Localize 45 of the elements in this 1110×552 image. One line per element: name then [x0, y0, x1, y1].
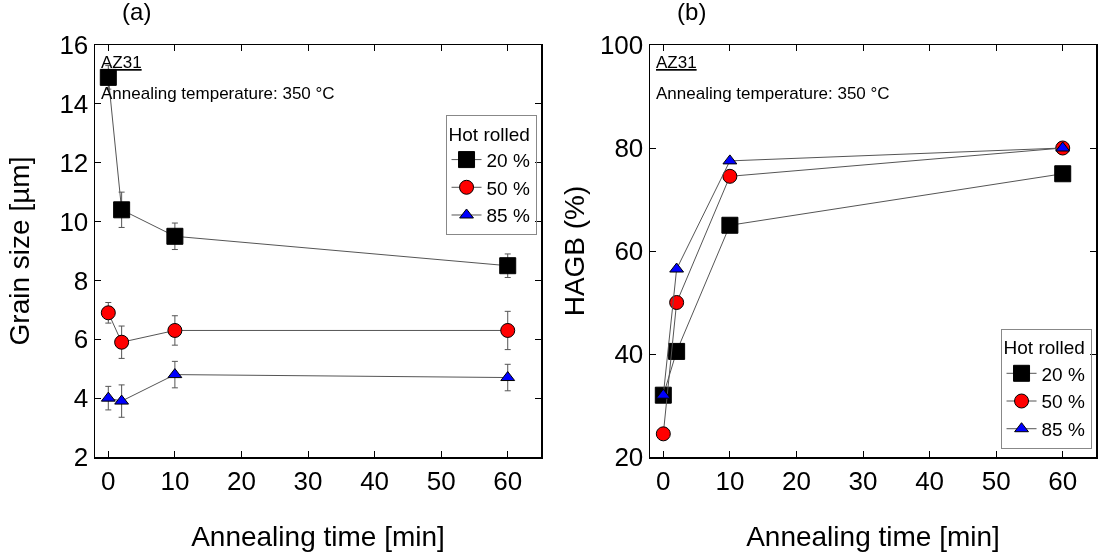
y-axis-title: Grain size [µm] [3, 156, 35, 346]
annotation: AZ31 [656, 53, 697, 72]
x-tick-label: 50 [981, 465, 1011, 496]
annotation: AZ31 [101, 53, 142, 72]
x-tick-label: 10 [160, 465, 190, 496]
annotation: Annealing temperature: 350 °C [101, 84, 335, 103]
y-tick-label: 2 [73, 442, 89, 473]
x-tick-label: 0 [656, 465, 671, 496]
legend-title: Hot rolled [448, 123, 530, 145]
chart-title: (b) [677, 0, 707, 25]
y-tick-label: 12 [59, 147, 89, 178]
y-tick-label: 100 [599, 30, 644, 61]
legend-label: 85 % [1041, 419, 1085, 441]
y-tick-label: 4 [73, 383, 89, 414]
y-axis-title: HAGB (%) [558, 185, 590, 317]
legend-label: 50 % [486, 177, 530, 199]
x-tick-label: 0 [101, 465, 116, 496]
x-tick-label: 20 [226, 465, 256, 496]
legend-label: 50 % [1041, 391, 1085, 413]
x-tick-label: 60 [1048, 465, 1078, 496]
y-tick-label: 60 [614, 236, 644, 267]
x-tick-label: 50 [426, 465, 456, 496]
y-tick-label: 40 [614, 339, 644, 370]
y-tick-label: 10 [59, 206, 89, 237]
y-tick-label: 80 [614, 133, 644, 164]
chart-title: (a) [122, 0, 152, 25]
y-tick-label: 20 [614, 442, 644, 473]
annotation: Annealing temperature: 350 °C [656, 84, 890, 103]
x-tick-label: 30 [293, 465, 323, 496]
x-axis-title: Annealing time [min] [746, 521, 1000, 552]
y-tick-label: 6 [73, 324, 89, 355]
x-tick-label: 10 [715, 465, 745, 496]
x-tick-label: 40 [360, 465, 390, 496]
y-tick-label: 16 [59, 30, 89, 61]
legend-label: 20 % [1041, 363, 1085, 385]
x-tick-label: 20 [781, 465, 811, 496]
x-tick-label: 40 [915, 465, 945, 496]
x-axis-title: Annealing time [min] [191, 521, 445, 552]
legend-label: 85 % [486, 205, 530, 227]
y-tick-label: 14 [59, 88, 89, 119]
legend-label: 20 % [486, 150, 530, 171]
x-tick-label: 30 [848, 465, 878, 496]
legend-title: Hot rolled [1003, 337, 1085, 359]
y-tick-label: 8 [73, 265, 89, 296]
x-tick-label: 60 [493, 465, 523, 496]
